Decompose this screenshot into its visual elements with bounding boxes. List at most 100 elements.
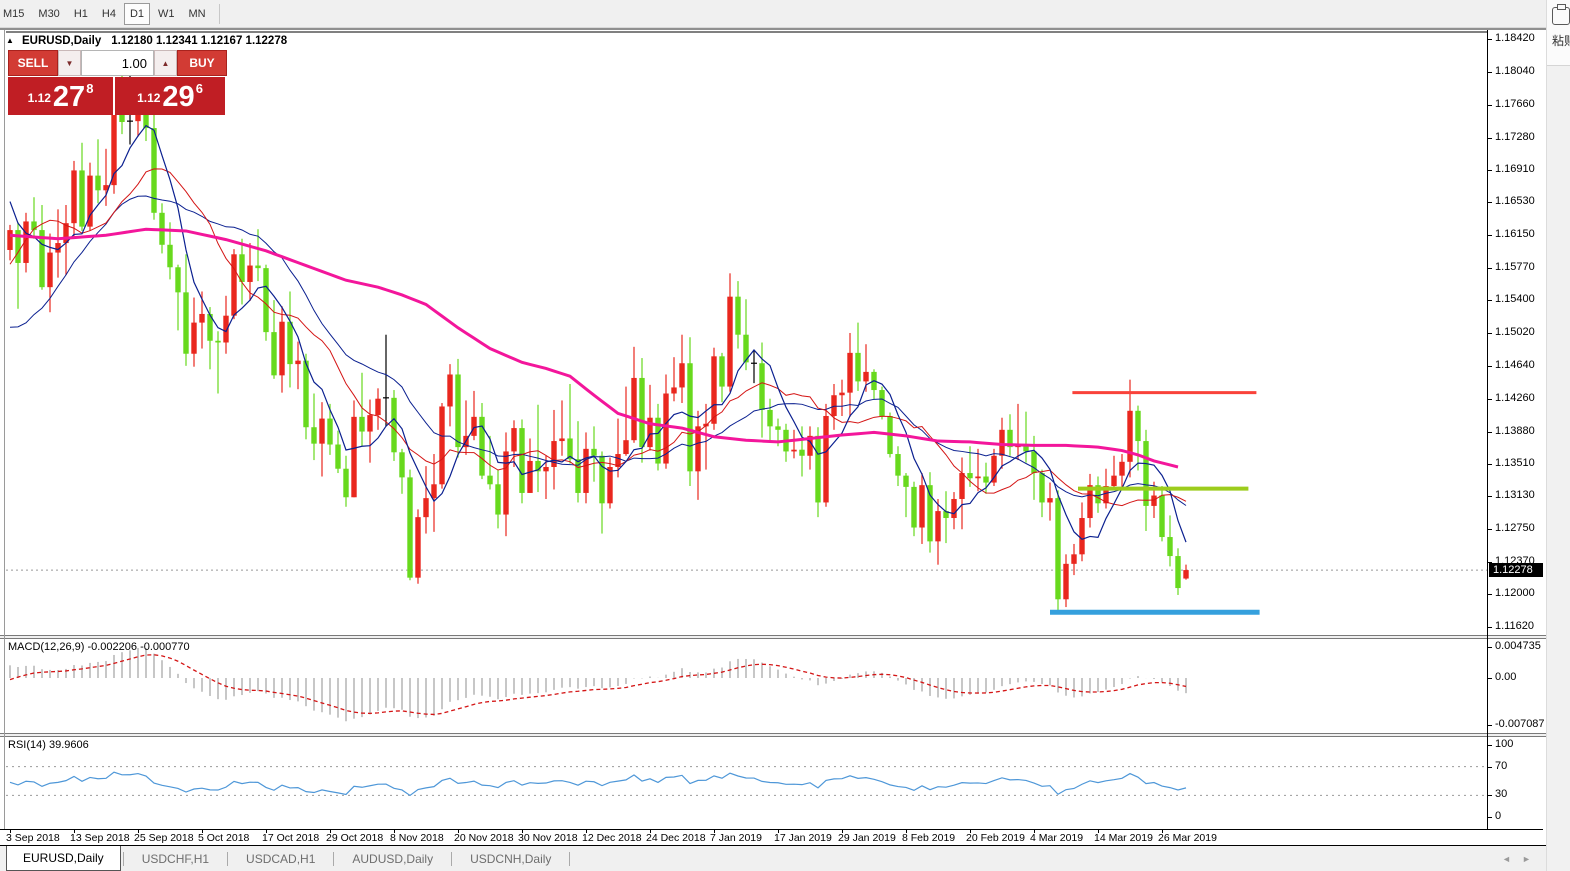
price-axis-label: 1.16910	[1495, 162, 1535, 175]
candle-body	[79, 170, 85, 227]
tab-usdchf-h1[interactable]: USDCHF,H1	[141, 851, 210, 866]
date-axis-tick	[330, 829, 331, 833]
candle-body	[439, 406, 445, 485]
candle-body	[1167, 537, 1173, 557]
timeframe-button-h1[interactable]: H1	[73, 7, 88, 20]
candle-body	[527, 460, 533, 493]
candle-body	[351, 416, 357, 498]
candle-body	[519, 428, 525, 493]
buy-price-main: 29	[162, 81, 195, 113]
date-axis-label: 20 Feb 2019	[966, 832, 1025, 844]
paste-button[interactable]: 粘贴	[1547, 0, 1570, 66]
tab-separator	[333, 851, 335, 866]
chart-area[interactable]: ▲ EURUSD,Daily 1.12180 1.12341 1.12167 1…	[0, 28, 1546, 845]
candle-body	[727, 296, 733, 387]
date-axis-label: 25 Sep 2018	[134, 832, 194, 844]
date-axis-label: 30 Nov 2018	[518, 832, 578, 844]
volume-increase-button[interactable]: ▲	[154, 50, 177, 76]
candle-body	[175, 267, 181, 293]
price-axis-label: 1.15020	[1495, 325, 1535, 338]
candle-body	[327, 418, 333, 445]
candle-body	[895, 454, 901, 476]
candle-body	[951, 498, 957, 519]
candle-body	[471, 416, 477, 436]
timeframe-toolbar: M15 M30 H1 H4 D1 W1 MN	[0, 0, 1546, 28]
rsi-axis-tick	[1488, 766, 1492, 768]
date-axis-tick	[1162, 829, 1163, 833]
candle-body	[863, 371, 869, 382]
candle-body	[511, 428, 517, 452]
sell-price-button[interactable]: 1.12 27 8	[8, 77, 115, 115]
candle-body	[1175, 556, 1181, 589]
candle-body	[607, 467, 613, 504]
macd-signal-line	[9, 654, 1187, 716]
price-axis-label: 1.17660	[1495, 97, 1535, 110]
buy-price-button[interactable]: 1.12 29 6	[115, 77, 225, 115]
candle-body	[999, 429, 1005, 456]
timeframe-button-m15[interactable]: M15	[3, 7, 25, 20]
candle-body	[87, 175, 93, 227]
price-axis-tick	[1488, 104, 1492, 106]
price-axis-label: 1.11620	[1495, 619, 1534, 632]
candle-body	[255, 265, 261, 269]
price-axis-tick	[1488, 300, 1492, 302]
date-axis-label: 12 Dec 2018	[582, 832, 642, 844]
rsi-pane-separator[interactable]	[0, 733, 1546, 737]
candle-body	[551, 441, 557, 468]
candle-body	[479, 416, 485, 476]
macd-axis-tick	[1488, 646, 1492, 648]
candle-body	[599, 455, 605, 504]
candle-body	[935, 511, 941, 542]
price-axis-label: 1.16150	[1495, 228, 1535, 241]
candle-body	[615, 454, 621, 468]
candle-body	[207, 313, 213, 341]
tab-audusd-daily[interactable]: AUDUSD,Daily	[352, 851, 434, 866]
macd-pane-separator[interactable]	[0, 635, 1546, 639]
candle-body	[631, 377, 637, 441]
timeframe-button-mn[interactable]: MN	[188, 7, 206, 20]
candle-body	[151, 128, 157, 213]
sell-button[interactable]: SELL	[8, 50, 58, 76]
date-axis-tick	[714, 829, 715, 833]
rsi-axis-tick	[1488, 745, 1492, 746]
candle-body	[623, 440, 629, 455]
volume-decrease-button[interactable]: ▼	[58, 50, 81, 76]
ma-navy-fast-line	[9, 124, 1187, 543]
candle-body	[775, 426, 781, 430]
price-axis-label: 1.12750	[1495, 522, 1535, 535]
date-axis-tick	[458, 829, 459, 833]
date-axis-label: 17 Jan 2019	[774, 832, 832, 844]
tab-eurusd-daily[interactable]: EURUSD,Daily	[6, 846, 121, 871]
timeframe-button-h4[interactable]: H4	[101, 7, 116, 20]
timeframe-button-w1[interactable]: W1	[158, 7, 175, 20]
tab-usdcad-h1[interactable]: USDCAD,H1	[246, 851, 316, 866]
candle-body	[815, 435, 821, 503]
candle-body	[719, 356, 725, 387]
date-axis-label: 8 Feb 2019	[902, 832, 956, 844]
candle-body	[247, 265, 253, 282]
candle-body	[343, 468, 349, 498]
timeframe-button-m30[interactable]: M30	[38, 7, 60, 20]
date-axis-label: 26 Mar 2019	[1158, 832, 1217, 844]
volume-input[interactable]	[81, 50, 154, 76]
price-axis-tick	[1488, 202, 1492, 204]
candle-body	[831, 395, 837, 416]
price-axis-tick	[1488, 39, 1492, 40]
price-axis-tick	[1488, 137, 1492, 139]
ma-pink-line	[9, 227, 1179, 469]
price-axis-label: 1.12000	[1495, 587, 1535, 600]
candle-body	[855, 352, 861, 382]
tab-scroll-right-icon[interactable]: ►	[1522, 854, 1531, 864]
date-axis-tick	[74, 829, 75, 833]
collapse-arrow-icon[interactable]: ▲	[6, 36, 14, 45]
candle-body	[183, 292, 189, 354]
candle-body	[271, 332, 277, 376]
candle-body	[967, 473, 973, 479]
timeframe-button-d1[interactable]: D1	[123, 2, 150, 25]
candle-body	[1007, 429, 1013, 448]
tab-scroll-left-icon[interactable]: ◄	[1502, 854, 1511, 864]
right-side-panel: 粘贴	[1546, 0, 1570, 871]
candle-body	[223, 315, 229, 343]
buy-button[interactable]: BUY	[177, 50, 227, 76]
tab-usdcnh-daily[interactable]: USDCNH,Daily	[470, 851, 552, 866]
